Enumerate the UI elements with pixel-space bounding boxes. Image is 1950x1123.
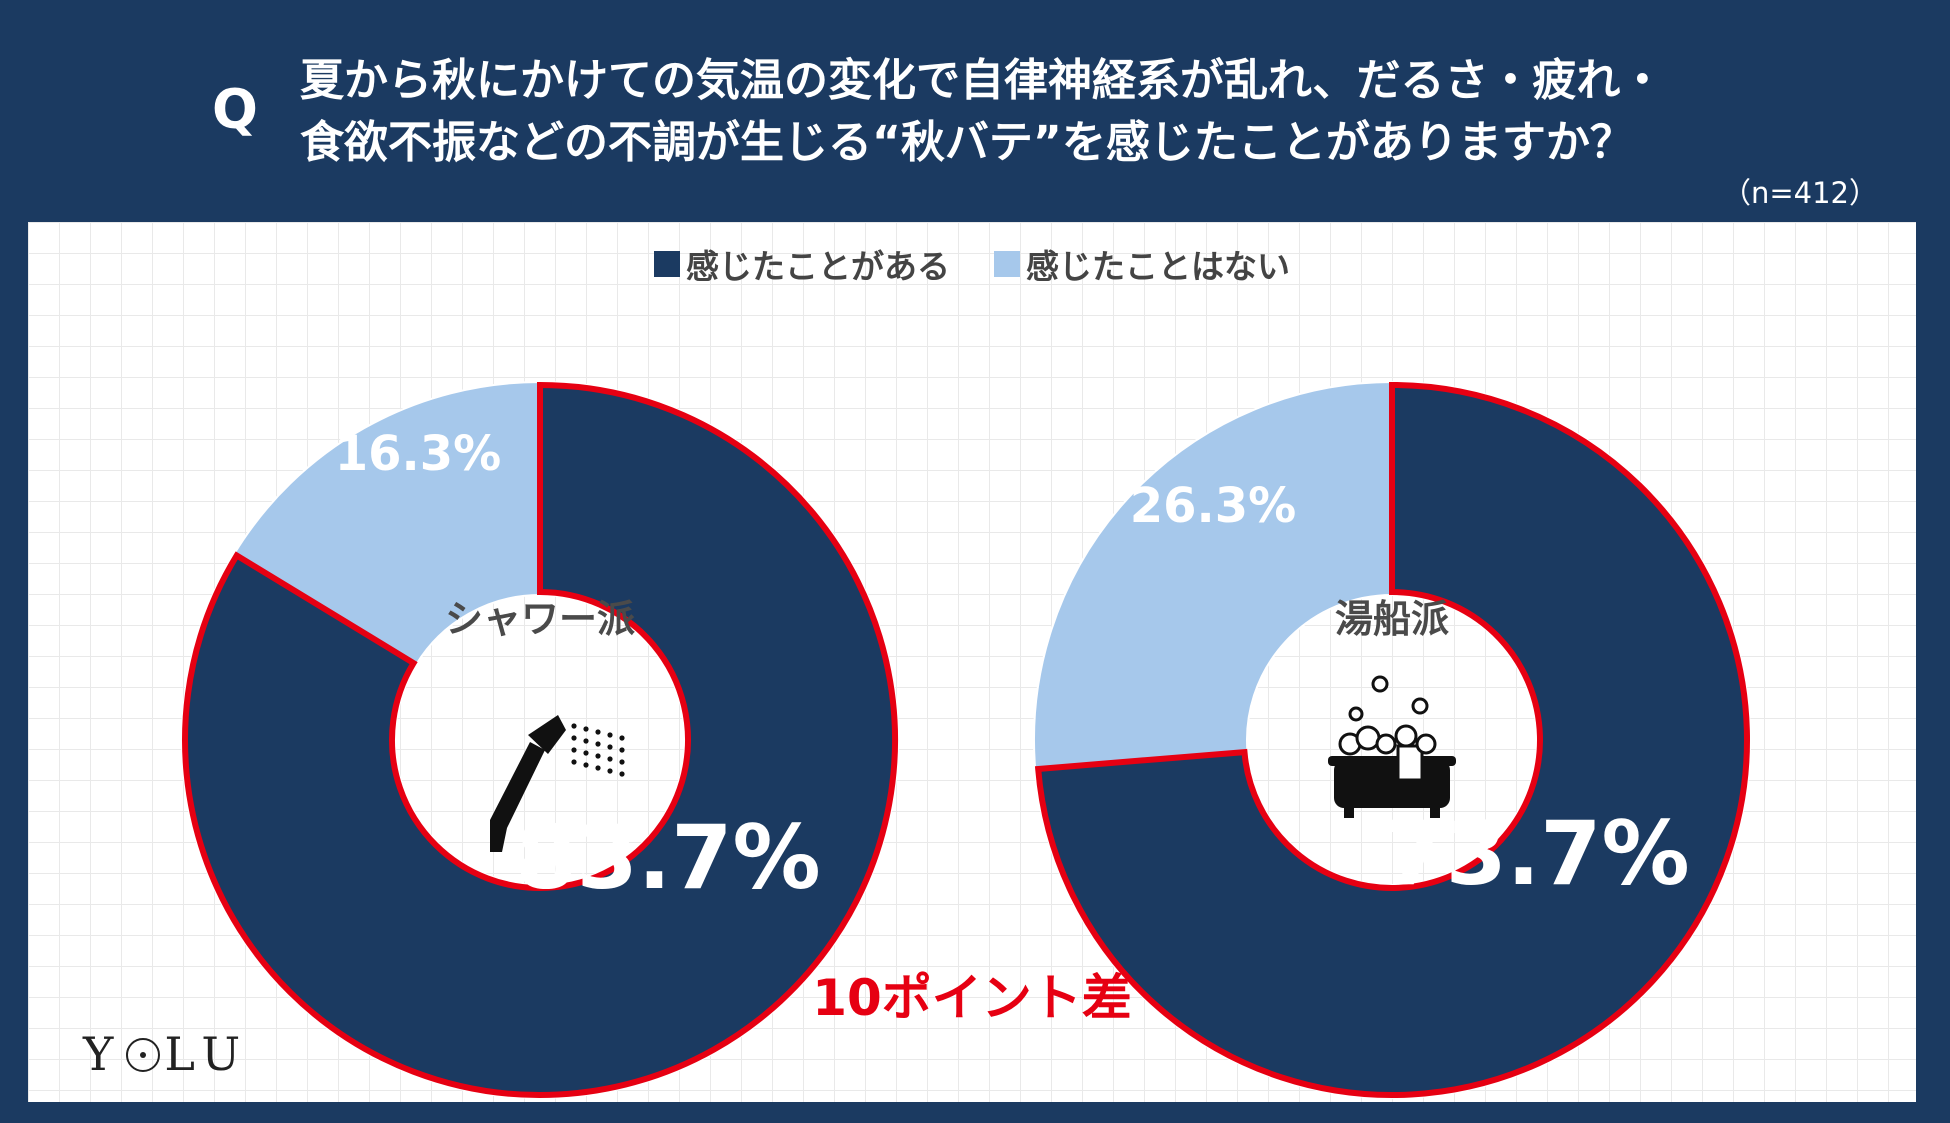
question-line-2: 食欲不振などの不調が生じる“秋バテ”を感じたことがありますか？: [300, 117, 1634, 168]
legend-label-not-felt: 感じたことはない: [1026, 247, 1290, 286]
bathtub-icon: [1328, 675, 1456, 818]
donut-slice-1-1: [1033, 380, 1393, 771]
chart-panel: 感じたことがある 感じたことはない 83.7% 16.3% シャワー派 73.7% 26…: [28, 222, 1916, 1102]
question-text: 夏から秋にかけての気温の変化で自律神経系が乱れ、だるさ・疲れ・ 食欲不振などの不…: [300, 50, 1800, 174]
question-mark: Q: [212, 78, 258, 141]
center-label-1: 湯船派: [1335, 597, 1449, 641]
legend-item-not-felt: 感じたことはない: [994, 240, 1290, 288]
center-label-0: シャワー派: [445, 597, 635, 641]
point-difference-annotation: 10ポイント差: [812, 969, 1132, 1027]
value-label-not-felt-1: 26.3%: [1130, 478, 1297, 534]
donut-charts: 83.7% 16.3% シャワー派 73.7% 26.3% 湯船派 10ポイント差: [181, 380, 1751, 1099]
value-label-felt-1: 73.7%: [1384, 802, 1689, 905]
legend-item-felt: 感じたことがある: [654, 240, 950, 288]
legend-swatch-not-felt: [994, 251, 1020, 277]
yolu-logo: Y LU: [83, 1027, 250, 1081]
legend-label-felt: 感じたことがある: [686, 247, 950, 286]
shower-icon: [490, 715, 625, 852]
donut-slice-0-1: [232, 380, 541, 666]
highlight-outline-1: [1034, 381, 1750, 1098]
sample-size: （n=412）: [1721, 176, 1878, 210]
highlight-outline-0: [182, 381, 898, 1098]
legend-swatch-felt: [654, 251, 680, 277]
value-label-not-felt-0: 16.3%: [335, 426, 502, 482]
legend: 感じたことがある 感じたことはない: [28, 240, 1916, 288]
value-label-felt-0: 83.7%: [515, 806, 820, 909]
question-line-1: 夏から秋にかけての気温の変化で自律神経系が乱れ、だるさ・疲れ・: [300, 55, 1665, 106]
